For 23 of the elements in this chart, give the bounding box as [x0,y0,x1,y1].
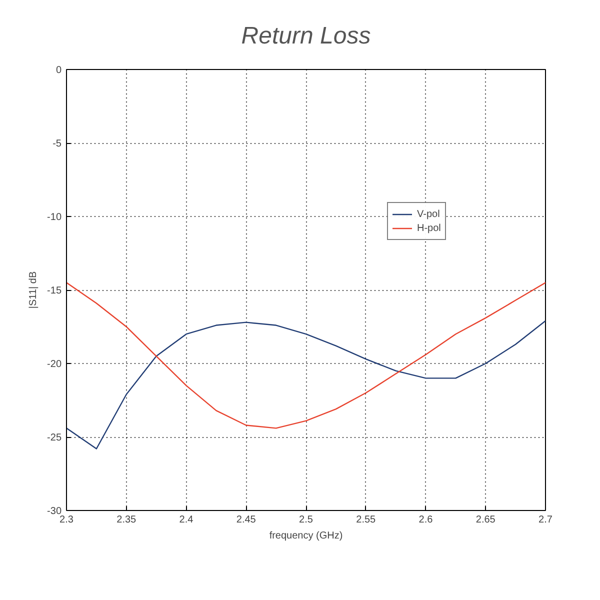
x-tick-label: 2.7 [538,514,553,526]
y-tick-label: -15 [47,286,62,296]
x-tick-label: 2.55 [356,514,376,526]
y-axis-title: |S11| dB [28,271,40,309]
legend-label: V-pol [417,208,440,221]
x-tick-label: 2.3 [60,514,74,526]
line-series [66,320,546,450]
y-tick-label: -5 [52,138,62,150]
legend-label: H-pol [417,222,441,235]
x-tick-label: 2.4 [179,514,194,526]
y-tick-label: -20 [47,359,62,370]
y-tick-label: 0 [56,65,62,76]
x-axis-title: frequency (GHz) [269,530,343,542]
y-tick-label: -10 [47,212,62,223]
y-tick-label: -30 [47,506,62,517]
y-tick-label: -25 [47,432,62,444]
x-tick-label: 2.65 [476,514,496,526]
x-tick-label: 2.45 [236,514,256,526]
x-tick-label: 2.35 [116,514,137,526]
x-tick-label: 2.5 [299,514,314,526]
x-tick-label: 2.6 [418,514,434,526]
chart-title: Return Loss [241,22,371,50]
line-series [66,282,546,429]
